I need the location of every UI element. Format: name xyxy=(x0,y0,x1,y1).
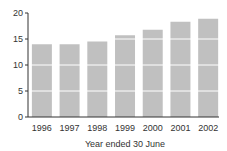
svg-text:10: 10 xyxy=(13,60,23,70)
svg-text:15: 15 xyxy=(13,34,23,44)
svg-text:20: 20 xyxy=(13,8,23,18)
svg-text:1999: 1999 xyxy=(115,123,135,133)
svg-text:1996: 1996 xyxy=(32,123,52,133)
svg-text:2000: 2000 xyxy=(143,123,163,133)
svg-text:0: 0 xyxy=(18,112,23,122)
svg-text:5: 5 xyxy=(18,86,23,96)
svg-text:1998: 1998 xyxy=(87,123,107,133)
svg-text:1997: 1997 xyxy=(60,123,80,133)
svg-text:Year ended 30 June: Year ended 30 June xyxy=(85,139,165,149)
svg-text:2002: 2002 xyxy=(198,123,218,133)
svg-text:2001: 2001 xyxy=(170,123,190,133)
html-text:'000: '000 xyxy=(4,0,21,10)
